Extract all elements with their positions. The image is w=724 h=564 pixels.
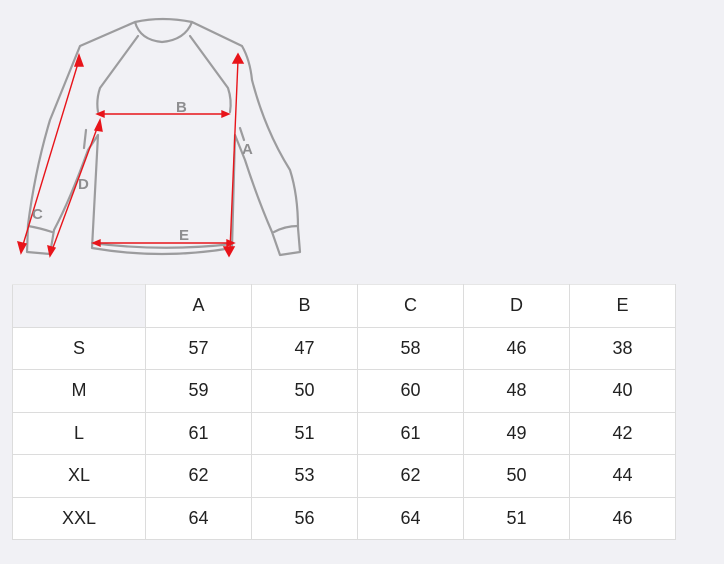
value-cell: 42 <box>569 411 676 455</box>
label-C: C <box>32 206 43 223</box>
value-cell: 60 <box>357 369 464 413</box>
value-cell: 64 <box>145 496 252 540</box>
value-cell: 58 <box>357 326 464 370</box>
label-A: A <box>242 141 253 158</box>
value-cell: 40 <box>569 369 676 413</box>
header-cell: D <box>463 284 570 328</box>
table-row: XL 62 53 62 50 44 <box>12 454 676 498</box>
sweater-outline <box>25 17 302 257</box>
header-cell: A <box>145 284 252 328</box>
value-cell: 61 <box>145 411 252 455</box>
table-header-row: A B C D E <box>12 284 676 328</box>
size-cell: XXL <box>12 496 146 540</box>
table-row: M 59 50 60 48 40 <box>12 369 676 413</box>
sweater-measurement-diagram: A B C D E <box>17 17 302 258</box>
label-B: B <box>176 99 187 116</box>
value-cell: 50 <box>251 369 358 413</box>
size-cell: L <box>12 411 146 455</box>
value-cell: 48 <box>463 369 570 413</box>
value-cell: 51 <box>463 496 570 540</box>
size-cell: XL <box>12 454 146 498</box>
value-cell: 61 <box>357 411 464 455</box>
value-cell: 50 <box>463 454 570 498</box>
value-cell: 38 <box>569 326 676 370</box>
value-cell: 46 <box>569 496 676 540</box>
header-cell-empty <box>12 284 146 328</box>
header-cell: B <box>251 284 358 328</box>
arrow-head <box>74 52 84 67</box>
value-cell: 51 <box>251 411 358 455</box>
value-cell: 46 <box>463 326 570 370</box>
value-cell: 62 <box>145 454 252 498</box>
value-cell: 49 <box>463 411 570 455</box>
header-cell: E <box>569 284 676 328</box>
size-cell: S <box>12 326 146 370</box>
value-cell: 56 <box>251 496 358 540</box>
table-row: XXL 64 56 64 51 46 <box>12 496 676 540</box>
value-cell: 44 <box>569 454 676 498</box>
table-row: L 61 51 61 49 42 <box>12 411 676 455</box>
value-cell: 57 <box>145 326 252 370</box>
size-cell: M <box>12 369 146 413</box>
measurement-arrows <box>17 52 245 258</box>
table-row: S 57 47 58 46 38 <box>12 326 676 370</box>
size-chart-table: A B C D E S 57 47 58 46 38 M 59 50 60 48… <box>12 284 676 540</box>
value-cell: 62 <box>357 454 464 498</box>
label-E: E <box>179 227 189 244</box>
value-cell: 64 <box>357 496 464 540</box>
value-cell: 53 <box>251 454 358 498</box>
label-D: D <box>78 176 89 193</box>
value-cell: 47 <box>251 326 358 370</box>
header-cell: C <box>357 284 464 328</box>
value-cell: 59 <box>145 369 252 413</box>
